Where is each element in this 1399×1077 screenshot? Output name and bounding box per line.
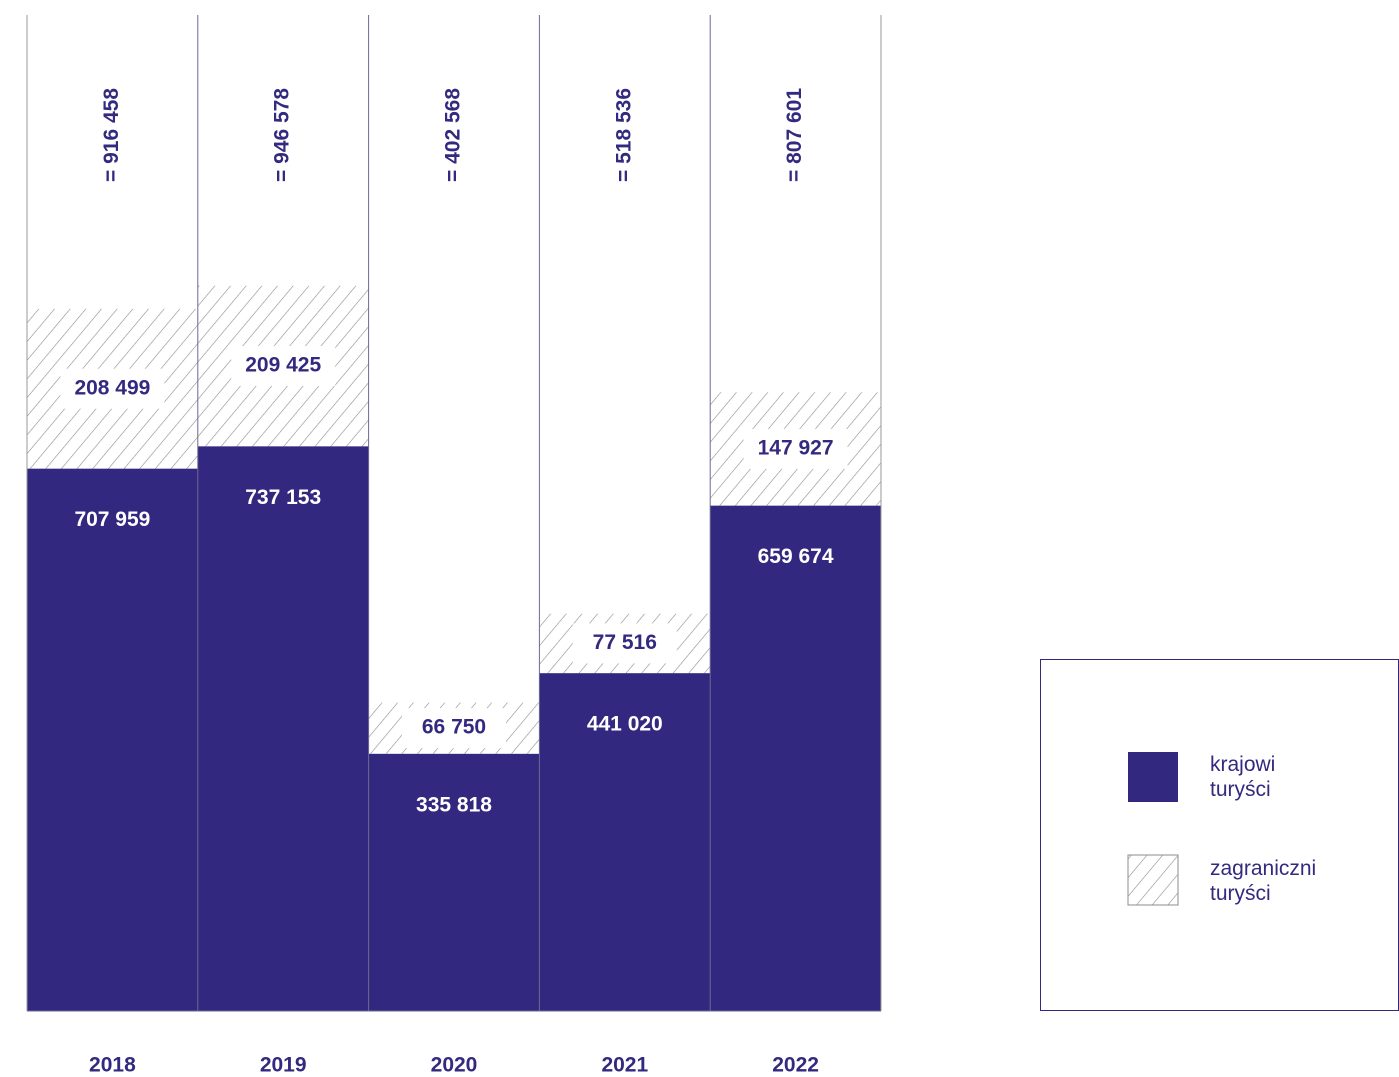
x-tick-label: 2022 <box>772 1054 819 1077</box>
value-label: 209 425 <box>245 354 321 377</box>
total-label: = 402 568 <box>442 88 465 182</box>
value-label: 659 674 <box>758 545 834 568</box>
value-label: 77 516 <box>593 631 657 654</box>
x-tick-label: 2020 <box>431 1054 478 1077</box>
value-label: 737 153 <box>245 486 321 509</box>
total-label: = 916 458 <box>100 88 123 182</box>
bar-segment <box>27 468 198 1011</box>
legend-swatch <box>1127 854 1179 906</box>
total-label: = 807 601 <box>783 88 806 182</box>
legend-label: krajowi turyści <box>1210 753 1276 801</box>
x-tick-label: 2019 <box>260 1054 307 1077</box>
value-label: 335 818 <box>416 793 492 816</box>
bar-segment <box>368 753 540 1011</box>
label-bg <box>402 708 506 749</box>
legend-label: zagraniczni turyści <box>1210 857 1317 905</box>
label-bg <box>743 428 848 469</box>
bar-segment <box>197 446 369 1011</box>
legend-box <box>1040 659 1399 1011</box>
value-label: 147 927 <box>758 436 834 459</box>
total-label: = 518 536 <box>612 88 635 182</box>
value-label: 208 499 <box>74 376 150 399</box>
bar-segment <box>539 673 711 1011</box>
x-tick-label: 2021 <box>601 1054 648 1077</box>
label-bg <box>60 368 165 409</box>
value-label: 707 959 <box>74 508 150 531</box>
bar-segment <box>710 505 881 1011</box>
total-label: = 946 578 <box>271 88 294 182</box>
value-label: 441 020 <box>587 713 663 736</box>
legend-swatch <box>1128 752 1178 802</box>
label-bg <box>572 623 677 664</box>
value-label: 66 750 <box>422 716 486 739</box>
x-tick-label: 2018 <box>89 1054 136 1077</box>
label-bg <box>231 346 336 387</box>
